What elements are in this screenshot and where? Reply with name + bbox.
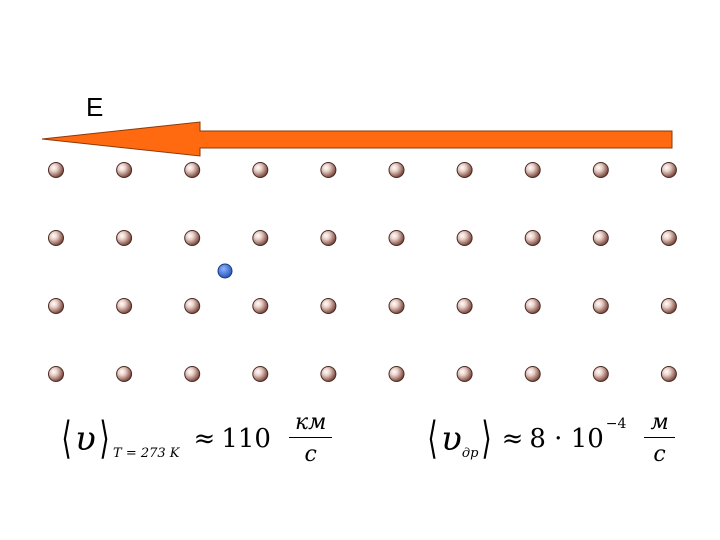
electron-dot — [217, 263, 233, 279]
ion-sphere — [320, 230, 337, 246]
ion-sphere — [660, 162, 677, 178]
ion-sphere — [252, 162, 269, 178]
ion-sphere — [456, 162, 473, 178]
ion-sphere — [320, 162, 337, 178]
ion-sphere — [592, 298, 609, 314]
ion-sphere — [116, 298, 133, 314]
unit-denominator: с — [304, 442, 317, 467]
ion-sphere — [524, 298, 541, 314]
ion-sphere — [116, 366, 133, 382]
thermal-speed-formula: ⟨ υ ⟩ T = 273 K ≈ 110 км с — [58, 410, 333, 467]
ion-sphere — [592, 162, 609, 178]
ion-sphere — [252, 298, 269, 314]
approx-sign: ≈ — [193, 423, 216, 454]
drift-subscript: др — [461, 446, 479, 461]
thermal-value: 110 — [221, 423, 271, 454]
ion-sphere — [524, 230, 541, 246]
ion-sphere — [456, 298, 473, 314]
ion-sphere — [116, 162, 133, 178]
ion-sphere — [592, 366, 609, 382]
speed-symbol: υ — [75, 418, 96, 459]
ion-sphere — [184, 162, 201, 178]
approx-sign: ≈ — [501, 423, 524, 454]
ion-sphere — [48, 298, 64, 314]
drift-exponent: −4 — [605, 416, 627, 432]
angle-open: ⟨ — [61, 412, 72, 464]
ion-sphere — [48, 162, 64, 178]
angle-open: ⟨ — [427, 412, 438, 464]
ion-sphere — [524, 162, 541, 178]
ion-sphere — [320, 298, 337, 314]
ion-sphere — [660, 230, 677, 246]
field-label-e: E — [86, 92, 104, 122]
ion-sphere — [524, 366, 541, 382]
unit-numerator: км — [288, 410, 333, 438]
ion-sphere — [252, 366, 269, 382]
drift-speed-formula: ⟨ υ др ⟩ ≈ 8 · 10 −4 м с — [424, 410, 675, 467]
ion-sphere — [252, 230, 269, 246]
drift-unit: м с — [644, 410, 675, 467]
ion-sphere — [388, 298, 405, 314]
drift-value: 8 · 10 — [529, 423, 604, 454]
ion-sphere — [116, 230, 133, 246]
ion-sphere — [388, 230, 405, 246]
ion-sphere — [456, 230, 473, 246]
field-arrow — [41, 121, 673, 157]
angle-close: ⟩ — [99, 412, 110, 464]
ion-lattice — [48, 162, 677, 382]
ion-sphere — [388, 162, 405, 178]
ion-sphere — [184, 366, 201, 382]
unit-denominator: с — [653, 442, 666, 467]
ion-sphere — [184, 230, 201, 246]
speed-symbol: υ — [441, 418, 462, 459]
ion-sphere — [388, 366, 405, 382]
thermal-unit: км с — [288, 410, 333, 467]
ion-sphere — [660, 366, 677, 382]
ion-sphere — [592, 230, 609, 246]
ion-sphere — [184, 298, 201, 314]
angle-close: ⟩ — [481, 412, 493, 464]
temperature-subscript: T = 273 K — [113, 446, 180, 461]
ion-sphere — [48, 366, 64, 382]
ion-sphere — [320, 366, 337, 382]
ion-sphere — [660, 298, 677, 314]
ion-sphere — [48, 230, 64, 246]
ion-sphere — [456, 366, 473, 382]
unit-numerator: м — [644, 410, 675, 438]
